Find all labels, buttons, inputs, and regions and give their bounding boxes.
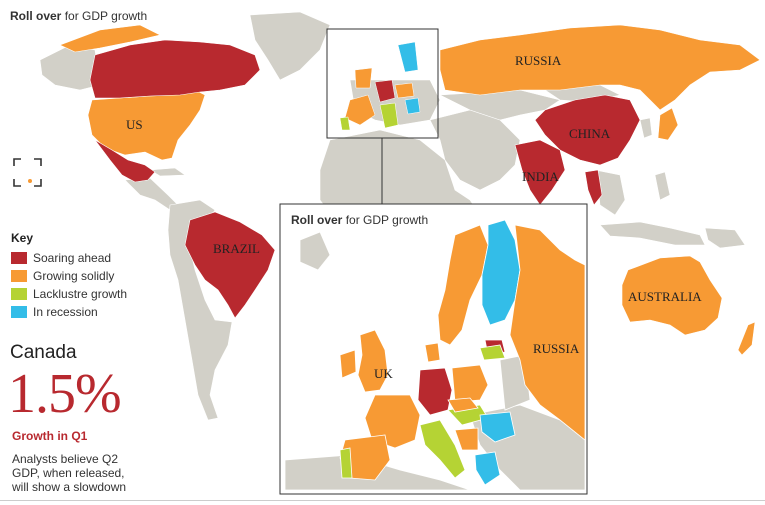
swatch-growing — [11, 270, 27, 282]
korea[interactable] — [639, 117, 653, 139]
label-russia-inset: RUSSIA — [533, 341, 580, 356]
canadian-islands[interactable] — [59, 24, 161, 53]
indonesia[interactable] — [599, 221, 706, 246]
uk[interactable] — [357, 329, 389, 393]
italy[interactable] — [419, 419, 466, 479]
philippines[interactable] — [654, 171, 671, 201]
canada[interactable] — [89, 39, 261, 99]
australia[interactable] — [621, 255, 723, 336]
legend-label: In recession — [33, 305, 98, 319]
central-asia[interactable] — [438, 89, 561, 121]
expand-icon[interactable] — [13, 158, 42, 187]
label-india: INDIA — [522, 169, 559, 184]
cuba[interactable] — [149, 167, 186, 177]
mexico[interactable] — [94, 139, 156, 183]
swatch-recession — [11, 306, 27, 318]
swatch-soaring — [11, 252, 27, 264]
china[interactable] — [534, 94, 641, 166]
label-australia: AUSTRALIA — [628, 289, 702, 304]
japan[interactable] — [657, 107, 679, 141]
selected-country-value: 1.5% — [8, 363, 122, 425]
legend-label: Soaring ahead — [33, 251, 112, 265]
legend-item-recession: In recession — [11, 303, 127, 321]
label-russia: RUSSIA — [515, 53, 562, 68]
label-us: US — [126, 117, 143, 132]
brazil[interactable] — [184, 211, 276, 319]
legend-item-growing: Growing solidly — [11, 267, 127, 285]
greenland[interactable] — [249, 11, 331, 81]
papua[interactable] — [704, 227, 746, 249]
label-uk: UK — [374, 366, 393, 381]
legend-title: Key — [11, 231, 34, 245]
legend-item-soaring: Soaring ahead — [11, 249, 127, 267]
new-zealand[interactable] — [737, 321, 756, 356]
legend-label: Lacklustre growth — [33, 287, 128, 301]
selected-metric-label: Growth in Q1 — [12, 429, 88, 443]
russia-inset[interactable] — [509, 224, 586, 441]
legend: Key Soaring ahead Growing solidly Lacklu… — [11, 231, 127, 321]
inset-rollover-instruction: Roll over for GDP growth — [291, 213, 429, 227]
india[interactable] — [514, 139, 566, 206]
label-brazil: BRAZIL — [213, 241, 260, 256]
divider — [0, 500, 765, 501]
legend-label: Growing solidly — [33, 269, 115, 283]
russia[interactable] — [439, 24, 761, 111]
selected-country-name: Canada — [10, 342, 77, 363]
thailand[interactable] — [584, 169, 603, 206]
rollover-instruction: Roll over for GDP growth — [10, 9, 148, 23]
swatch-lacklustre — [11, 288, 27, 300]
finland[interactable] — [481, 219, 521, 326]
selected-note: Analysts believe Q2 GDP, when released, … — [12, 452, 127, 494]
legend-item-lacklustre: Lacklustre growth — [11, 285, 127, 303]
label-china: CHINA — [569, 126, 611, 141]
